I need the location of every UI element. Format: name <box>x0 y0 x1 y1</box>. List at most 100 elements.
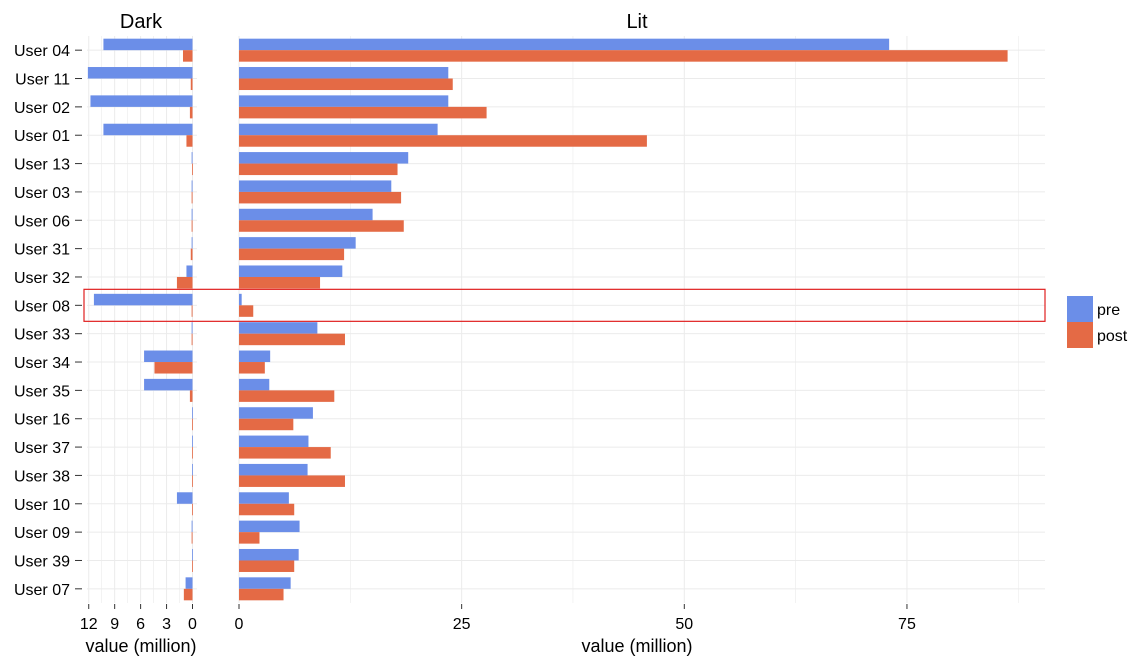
y-tick-label: User 01 <box>14 128 70 145</box>
dark-x-axis-label: value (million) <box>85 636 196 656</box>
x-tick-label: 6 <box>136 616 145 633</box>
bar-pre <box>239 123 438 136</box>
bar-post <box>192 163 193 176</box>
y-tick-label: User 09 <box>14 525 70 542</box>
bar-pre <box>103 38 193 51</box>
bar-post <box>239 532 260 544</box>
y-tick-label: User 08 <box>14 298 70 315</box>
bar-post <box>239 163 398 176</box>
bar-post <box>186 135 193 147</box>
y-tick-label: User 35 <box>14 383 70 400</box>
bar-pre <box>185 577 193 589</box>
y-tick-label: User 34 <box>14 355 70 372</box>
bar-post <box>239 503 295 516</box>
bar-pre <box>192 548 193 561</box>
bar-post <box>189 106 193 119</box>
bar-pre <box>239 378 270 391</box>
y-tick-label: User 13 <box>14 157 70 174</box>
bar-post <box>239 390 335 402</box>
bar-pre <box>239 577 291 589</box>
bar-post <box>191 305 193 317</box>
bar-pre <box>239 350 271 363</box>
bar-pre <box>239 265 343 277</box>
bar-post <box>183 588 193 601</box>
bar-post <box>154 362 193 374</box>
y-tick-label: User 37 <box>14 440 70 457</box>
bar-pre <box>191 322 193 334</box>
bar-pre <box>239 208 373 221</box>
bar-pre <box>103 123 193 136</box>
bar-post <box>239 191 402 204</box>
bar-pre <box>144 350 193 363</box>
x-tick-label: 75 <box>898 616 916 633</box>
bar-pre <box>239 67 449 79</box>
bar-post <box>239 588 284 601</box>
bar-pre <box>191 208 193 221</box>
bar-pre <box>90 95 193 107</box>
bar-pre <box>239 180 392 192</box>
bar-pre <box>239 322 318 334</box>
legend-label-pre: pre <box>1097 302 1120 319</box>
bar-pre <box>191 237 193 249</box>
bar-post <box>239 276 321 289</box>
bar-post <box>191 191 193 204</box>
bar-pre <box>191 180 193 192</box>
bar-pre <box>239 407 313 419</box>
highlight-box <box>83 288 1046 322</box>
bar-pre <box>191 520 193 533</box>
bar-pre <box>239 237 356 249</box>
y-tick-label: User 10 <box>14 497 70 514</box>
x-tick-label: 12 <box>80 616 98 633</box>
bar-post <box>189 390 193 402</box>
y-tick-label: User 11 <box>15 72 70 89</box>
x-tick-label: 3 <box>162 616 171 633</box>
x-tick-label: 9 <box>110 616 119 633</box>
bar-pre <box>239 463 308 476</box>
bar-post <box>239 220 404 232</box>
y-tick-label: User 04 <box>14 43 70 60</box>
bar-post <box>239 135 647 147</box>
y-tick-label: User 02 <box>14 100 70 117</box>
y-tick-label: User 06 <box>14 213 70 230</box>
legend: pre post <box>1067 296 1128 348</box>
bar-pre <box>192 463 193 476</box>
y-tick-label: User 32 <box>14 270 70 287</box>
y-tick-label: User 03 <box>14 185 70 202</box>
bar-post <box>192 447 193 459</box>
y-tick-label: User 31 <box>14 242 70 259</box>
bar-post <box>192 418 193 431</box>
y-tick-label: User 38 <box>14 468 70 485</box>
bar-pre <box>239 548 299 561</box>
bar-pre <box>239 435 309 448</box>
bar-pre <box>239 152 409 164</box>
bar-pre <box>186 265 193 277</box>
bar-post <box>239 305 254 317</box>
bar-post <box>239 333 345 346</box>
lit-panel-title: Lit <box>626 11 648 33</box>
bar-post <box>239 362 265 374</box>
bar-pre <box>239 492 289 504</box>
bar-pre <box>191 152 193 164</box>
legend-label-post: post <box>1097 328 1128 345</box>
bar-post <box>239 560 295 572</box>
bar-post <box>192 503 193 516</box>
bar-post <box>191 532 193 544</box>
bar-pre <box>239 38 890 51</box>
bar-post <box>239 50 1008 62</box>
y-tick-label: User 39 <box>14 553 70 570</box>
bar-pre <box>239 520 300 533</box>
bar-post <box>192 475 193 487</box>
bar-pre <box>176 492 193 504</box>
bar-pre <box>192 407 193 419</box>
lit-panel: 0 25 50 75 Lit value (million) <box>235 11 1045 656</box>
bar-post <box>191 220 193 232</box>
x-tick-label: 25 <box>453 616 471 633</box>
bar-post <box>192 560 193 572</box>
y-tick-label: User 16 <box>14 412 70 429</box>
bar-pre <box>239 95 449 107</box>
bar-post <box>182 50 193 62</box>
x-tick-label: 0 <box>235 616 244 633</box>
bar-post <box>176 276 193 289</box>
x-tick-label: 0 <box>188 616 197 633</box>
